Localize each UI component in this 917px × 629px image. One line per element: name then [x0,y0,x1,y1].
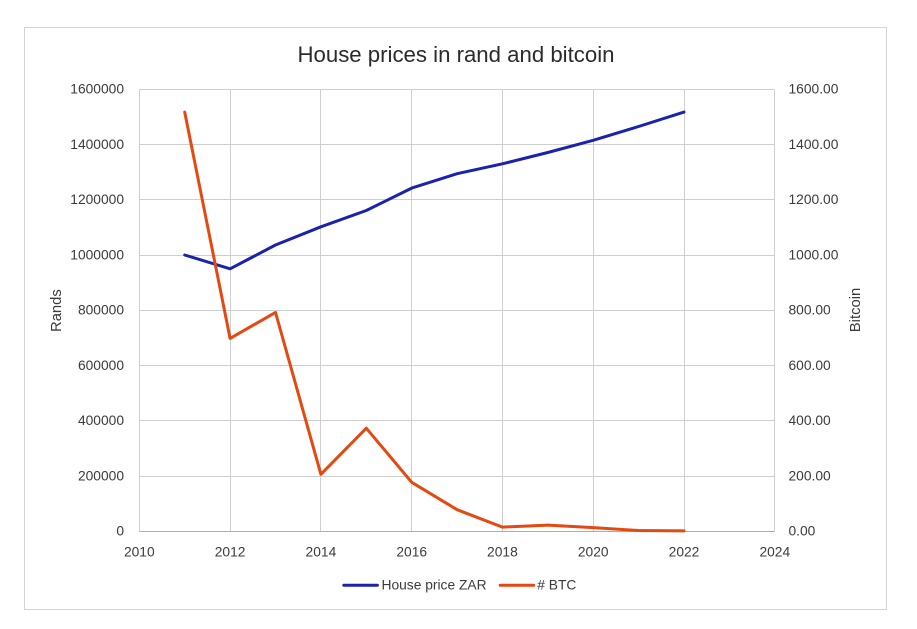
svg-text:2010: 2010 [124,545,155,560]
svg-text:House price ZAR: House price ZAR [382,578,487,593]
svg-text:1200.00: 1200.00 [789,192,839,207]
svg-text:2022: 2022 [669,545,700,560]
svg-text:600000: 600000 [78,358,124,373]
svg-text:Bitcoin: Bitcoin [848,288,864,332]
svg-text:2020: 2020 [578,545,609,560]
svg-text:# BTC: # BTC [537,578,576,593]
svg-text:2014: 2014 [306,545,337,560]
svg-text:400000: 400000 [78,413,124,428]
svg-text:200000: 200000 [78,468,124,483]
svg-text:2016: 2016 [396,545,427,560]
svg-text:House prices in rand and bitco: House prices in rand and bitcoin [298,42,615,67]
svg-text:0.00: 0.00 [789,524,816,539]
svg-text:200.00: 200.00 [789,468,832,483]
svg-text:1200000: 1200000 [70,192,124,207]
svg-text:Rands: Rands [49,289,65,332]
svg-text:800.00: 800.00 [789,303,832,318]
svg-text:400.00: 400.00 [789,413,832,428]
svg-text:1000.00: 1000.00 [789,247,839,262]
svg-text:1400.00: 1400.00 [789,137,839,152]
svg-text:2018: 2018 [487,545,518,560]
svg-text:1600.00: 1600.00 [789,82,839,97]
svg-text:1400000: 1400000 [70,137,124,152]
svg-text:0: 0 [116,524,124,539]
svg-text:800000: 800000 [78,303,124,318]
svg-text:1000000: 1000000 [70,247,124,262]
svg-text:2024: 2024 [759,545,790,560]
svg-text:1600000: 1600000 [70,82,124,97]
svg-text:600.00: 600.00 [789,358,832,373]
svg-text:2012: 2012 [215,545,246,560]
